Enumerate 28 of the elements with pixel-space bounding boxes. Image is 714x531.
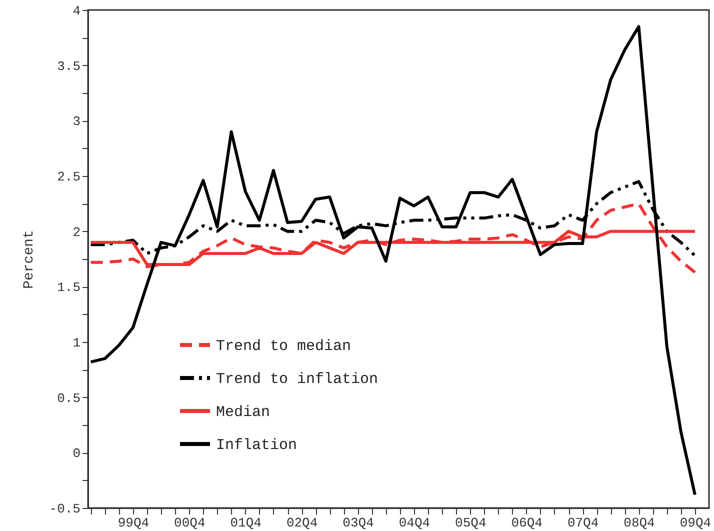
y-tick-label: 3.5 [57,58,80,74]
y-tick-label: 2 [72,224,80,240]
y-tick-label: 3 [72,114,80,130]
y-tick-label: 0 [72,446,80,462]
y-tick-label: -0.5 [49,502,80,516]
y-tick-label: 1.5 [57,280,80,296]
y-tick-label: 1 [72,336,81,350]
x-tick-label: 04Q4 [398,516,430,530]
x-tick-label: 03Q4 [342,516,374,530]
x-tick-label: 00Q4 [174,516,206,530]
y-tick-label: 2.5 [57,170,80,184]
x-tick-label: 07Q4 [567,516,599,530]
x-tick-label: 02Q4 [286,516,318,530]
x-tick-label: 99Q4 [118,516,150,530]
y-tick-label: 4 [72,4,81,18]
line-series [89,202,696,274]
x-tick-label: 01Q4 [230,516,262,530]
y-axis-title: Percent [21,230,38,289]
x-tick-label: 08Q4 [624,516,656,530]
x-tick-label: 05Q4 [455,516,486,530]
legend-label: Trend to inflation [216,371,378,388]
line-series [89,25,696,496]
x-tick-label: 06Q4 [511,516,543,530]
legend-label: Inflation [216,437,298,454]
legend-label: Median [216,404,270,421]
x-tick-label: 09Q4 [680,516,712,530]
legend-label: Trend to median [216,338,352,355]
y-tick-label: 0.5 [57,390,80,406]
